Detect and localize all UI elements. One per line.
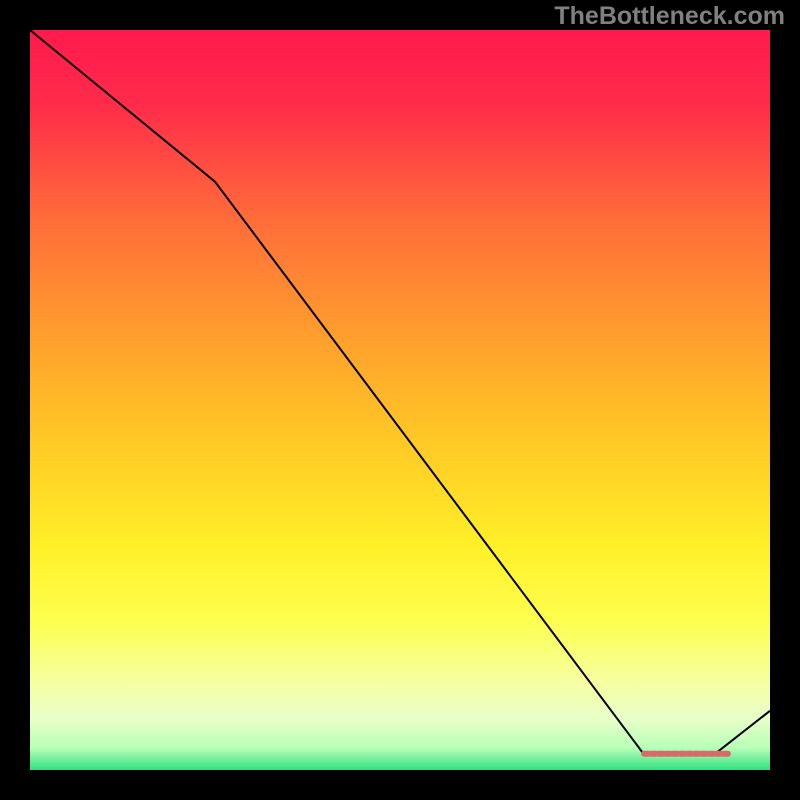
watermark-text: TheBottleneck.com	[554, 2, 785, 31]
chart-background	[30, 30, 770, 770]
chart-area	[30, 30, 770, 770]
chart-svg	[30, 30, 770, 770]
